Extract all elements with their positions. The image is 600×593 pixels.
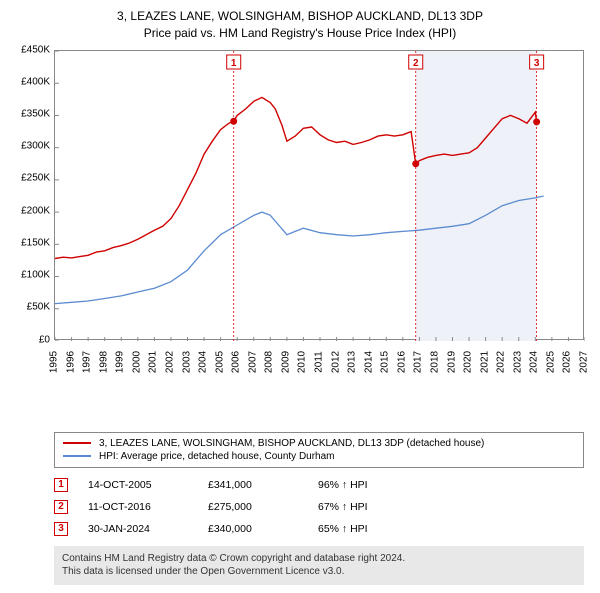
x-tick-label: 2014 xyxy=(363,350,374,372)
legend-swatch xyxy=(63,455,91,457)
sale-price: £275,000 xyxy=(208,501,298,513)
x-tick-label: 2018 xyxy=(429,350,440,372)
x-axis: 1995199619971998199920002001200220032004… xyxy=(54,344,584,384)
x-tick-label: 2026 xyxy=(562,350,573,372)
x-tick-label: 2010 xyxy=(297,350,308,372)
chart-title-subtitle: Price paid vs. HM Land Registry's House … xyxy=(12,25,588,42)
sale-hpi: 65% ↑ HPI xyxy=(318,523,368,535)
y-tick-label: £400K xyxy=(21,76,50,87)
footer-line: Contains HM Land Registry data © Crown c… xyxy=(62,552,576,566)
sale-date: 11-OCT-2016 xyxy=(88,501,188,513)
legend-swatch xyxy=(63,442,91,444)
y-tick-label: £0 xyxy=(39,334,50,345)
x-tick-label: 2007 xyxy=(247,350,258,372)
legend-label: 3, LEAZES LANE, WOLSINGHAM, BISHOP AUCKL… xyxy=(99,438,484,449)
x-tick-label: 2002 xyxy=(164,350,175,372)
svg-text:2: 2 xyxy=(413,58,419,69)
legend-item: HPI: Average price, detached house, Coun… xyxy=(63,450,575,463)
chart-area: £0 £50K £100K £150K £200K £250K £300K £350K £400… xyxy=(12,50,588,384)
y-axis: £0£50K£100K£150K£200K£250K£300K£350K£400… xyxy=(12,50,52,340)
x-tick-label: 2025 xyxy=(545,350,556,372)
sale-row: 2 11-OCT-2016 £275,000 67% ↑ HPI xyxy=(54,496,584,518)
x-tick-label: 2013 xyxy=(347,350,358,372)
y-tick-label: £450K xyxy=(21,44,50,55)
x-tick-label: 2001 xyxy=(148,350,159,372)
x-tick-label: 2024 xyxy=(529,350,540,372)
x-tick-label: 2023 xyxy=(512,350,523,372)
plot-area: 1 2 3 xyxy=(54,50,584,340)
x-tick-label: 1995 xyxy=(49,350,60,372)
y-tick-label: £150K xyxy=(21,237,50,248)
x-tick-label: 2004 xyxy=(198,350,209,372)
x-tick-label: 2020 xyxy=(463,350,474,372)
y-tick-label: £200K xyxy=(21,205,50,216)
sale-date: 14-OCT-2005 xyxy=(88,479,188,491)
x-tick-label: 2011 xyxy=(314,351,325,373)
x-tick-label: 2015 xyxy=(380,350,391,372)
x-tick-label: 2017 xyxy=(413,350,424,372)
x-tick-label: 2003 xyxy=(181,350,192,372)
attribution-footer: Contains HM Land Registry data © Crown c… xyxy=(54,546,584,585)
y-tick-label: £250K xyxy=(21,173,50,184)
x-tick-label: 2008 xyxy=(264,350,275,372)
y-tick-label: £300K xyxy=(21,141,50,152)
svg-text:3: 3 xyxy=(534,58,540,69)
y-tick-label: £350K xyxy=(21,109,50,120)
x-tick-label: 1996 xyxy=(65,350,76,372)
legend-item: 3, LEAZES LANE, WOLSINGHAM, BISHOP AUCKL… xyxy=(63,437,575,450)
sale-marker-icon: 1 xyxy=(54,478,68,492)
sale-row: 3 30-JAN-2024 £340,000 65% ↑ HPI xyxy=(54,518,584,540)
sale-date: 30-JAN-2024 xyxy=(88,523,188,535)
x-tick-label: 1999 xyxy=(115,350,126,372)
sale-hpi: 96% ↑ HPI xyxy=(318,479,368,491)
x-tick-label: 2021 xyxy=(479,350,490,372)
sale-marker-icon: 3 xyxy=(54,522,68,536)
sale-hpi: 67% ↑ HPI xyxy=(318,501,368,513)
x-tick-label: 2012 xyxy=(330,350,341,372)
y-tick-label: £100K xyxy=(21,270,50,281)
chart-title-address: 3, LEAZES LANE, WOLSINGHAM, BISHOP AUCKL… xyxy=(12,8,588,25)
sale-marker-icon: 2 xyxy=(54,500,68,514)
footer-line: This data is licensed under the Open Gov… xyxy=(62,565,576,579)
sales-table: 1 14-OCT-2005 £341,000 96% ↑ HPI 2 11-OC… xyxy=(54,474,584,540)
legend: 3, LEAZES LANE, WOLSINGHAM, BISHOP AUCKL… xyxy=(54,432,584,468)
x-tick-label: 1997 xyxy=(82,350,93,372)
x-tick-label: 1998 xyxy=(98,350,109,372)
sale-row: 1 14-OCT-2005 £341,000 96% ↑ HPI xyxy=(54,474,584,496)
sale-price: £340,000 xyxy=(208,523,298,535)
x-tick-label: 2019 xyxy=(446,350,457,372)
x-tick-label: 2006 xyxy=(231,350,242,372)
x-tick-label: 2005 xyxy=(214,350,225,372)
x-tick-label: 2027 xyxy=(579,350,590,372)
y-tick-label: £50K xyxy=(27,302,50,313)
x-tick-label: 2022 xyxy=(496,350,507,372)
sale-price: £341,000 xyxy=(208,479,298,491)
svg-text:1: 1 xyxy=(231,58,237,69)
x-tick-label: 2016 xyxy=(396,350,407,372)
x-tick-label: 2009 xyxy=(280,350,291,372)
legend-label: HPI: Average price, detached house, Coun… xyxy=(99,451,335,462)
x-tick-label: 2000 xyxy=(131,350,142,372)
